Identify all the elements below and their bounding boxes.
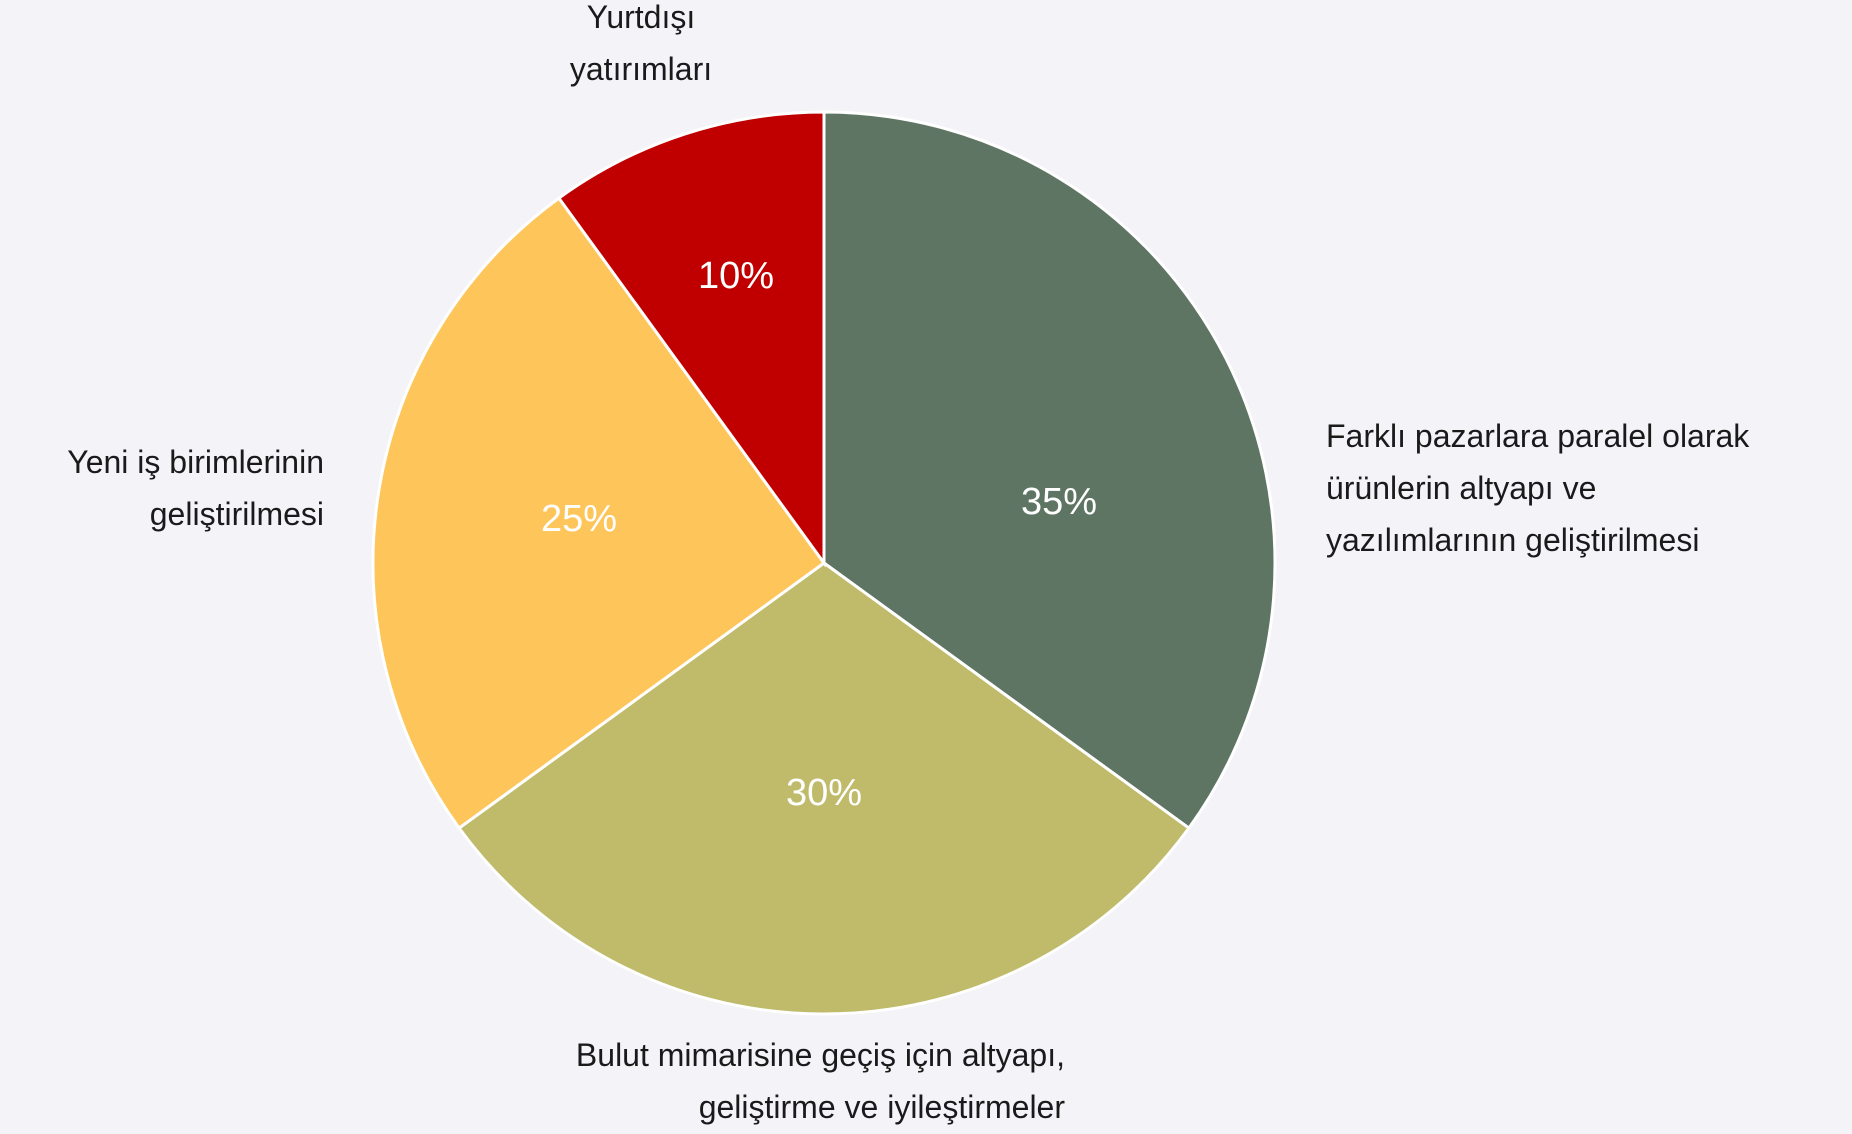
- value-label: 25%: [541, 498, 617, 540]
- value-label: 10%: [698, 255, 774, 297]
- label-line: Bulut mimarisine geçiş için altyapı,: [576, 1037, 1065, 1073]
- value-label: 30%: [786, 772, 862, 814]
- label-line: yatırımları: [570, 51, 712, 87]
- category-label: Yurtdışı yatırımları: [570, 0, 712, 87]
- pie-slice: [371, 196, 827, 831]
- category-label: Bulut mimarisine geçiş için altyapı, geli…: [576, 1037, 1065, 1125]
- value-label: 35%: [1021, 481, 1097, 523]
- label-line: Farklı pazarlara paralel olarak: [1326, 418, 1750, 454]
- category-label: Yeni iş birimlerinin geliştirilmesi: [67, 444, 324, 532]
- pie-slice: [822, 110, 1277, 831]
- pie-slice: [556, 110, 826, 568]
- label-line: geliştirme ve iyileştirmeler: [699, 1089, 1066, 1125]
- label-line: yazılımlarının geliştirilmesi: [1326, 522, 1699, 558]
- pie-slice: [457, 561, 1191, 1016]
- label-line: ürünlerin altyapı ve: [1326, 470, 1596, 506]
- label-line: Yurtdışı: [587, 0, 696, 35]
- label-line: geliştirilmesi: [150, 496, 324, 532]
- category-label: Farklı pazarlara paralel olarak ürünlerin…: [1326, 418, 1750, 558]
- label-line: Yeni iş birimlerinin: [67, 444, 324, 480]
